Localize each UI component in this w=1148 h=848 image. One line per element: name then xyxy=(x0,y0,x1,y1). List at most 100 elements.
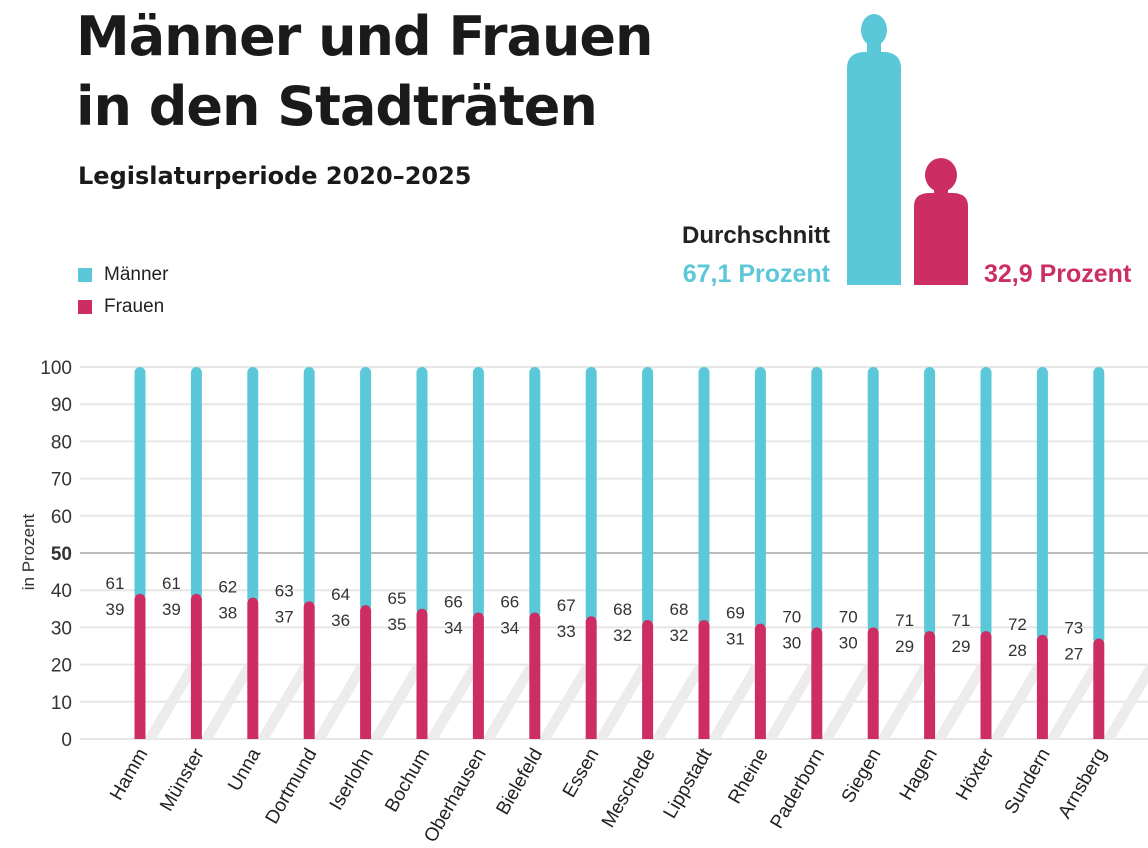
bar-women xyxy=(585,616,597,739)
data-label-women: 28 xyxy=(1008,641,1027,660)
bar-women xyxy=(303,601,315,739)
bar-women xyxy=(472,612,484,739)
title-line-2: in den Stadträten xyxy=(76,75,598,138)
bar-men xyxy=(472,367,484,619)
data-label-men: 69 xyxy=(726,604,745,623)
data-label-men: 65 xyxy=(388,589,407,608)
data-label-women: 29 xyxy=(895,637,914,656)
x-tick-label: Rheine xyxy=(724,745,772,808)
x-tick-label: Münster xyxy=(156,744,209,815)
bar-shadow xyxy=(651,664,708,739)
bar-women xyxy=(529,612,541,739)
bar-shadow xyxy=(877,664,934,739)
x-tick-label: Essen xyxy=(559,745,604,801)
x-tick-label: Bochum xyxy=(381,745,434,816)
data-label-men: 64 xyxy=(331,585,350,604)
data-label-women: 30 xyxy=(839,633,858,652)
bar-men xyxy=(754,367,766,630)
x-tick-label: Bielefeld xyxy=(492,745,547,819)
bar-women xyxy=(360,605,372,739)
bar-men xyxy=(924,367,936,638)
bar-women xyxy=(1093,638,1105,739)
bar-shadow xyxy=(200,664,257,739)
data-label-women: 35 xyxy=(388,615,407,634)
x-tick-label: Unna xyxy=(224,745,265,795)
data-label-women: 39 xyxy=(162,600,181,619)
bar-shadow xyxy=(933,664,990,739)
data-label-men: 70 xyxy=(839,607,858,626)
x-tick-label: Lippstadt xyxy=(660,744,717,822)
data-label-women: 31 xyxy=(726,630,745,649)
bar-shadow xyxy=(538,664,595,739)
data-label-women: 30 xyxy=(782,633,801,652)
data-label-men: 68 xyxy=(613,600,632,619)
bar-shadow xyxy=(369,664,426,739)
bar-shadow xyxy=(708,664,764,739)
bar-women xyxy=(416,608,428,739)
legend-item-women: Frauen xyxy=(78,296,164,318)
bar-men xyxy=(698,367,710,626)
average-label: Durchschnitt xyxy=(681,222,830,249)
bar-men xyxy=(1036,367,1048,641)
data-label-women: 39 xyxy=(106,600,125,619)
bar-shadow xyxy=(820,664,877,739)
bar-women xyxy=(754,623,766,739)
bar-shadow xyxy=(426,664,482,739)
bar-women xyxy=(247,597,259,739)
data-label-women: 37 xyxy=(275,607,294,626)
bar-men xyxy=(416,367,428,615)
page-title: Männer und Frauen in den Stadträten xyxy=(76,2,653,142)
bar-men xyxy=(190,367,202,600)
bar-women xyxy=(924,631,936,739)
gender-silhouettes xyxy=(847,14,968,285)
bar-shadow xyxy=(990,664,1046,739)
bar-shadow xyxy=(313,664,370,739)
data-label-men: 71 xyxy=(952,611,971,630)
y-tick-label: 90 xyxy=(51,395,72,416)
x-tick-label: Siegen xyxy=(838,745,886,807)
x-tick-label: Paderborn xyxy=(767,745,830,832)
data-label-men: 67 xyxy=(557,596,576,615)
x-tick-label: Meschede xyxy=(598,745,660,831)
x-tick-label: Hamm xyxy=(106,745,152,804)
bar-shadow xyxy=(144,664,200,739)
x-tick-label: Hagen xyxy=(896,745,942,804)
data-label-men: 61 xyxy=(162,574,181,593)
bar-shadow xyxy=(1046,664,1103,739)
data-label-men: 73 xyxy=(1064,619,1083,638)
bar-shadow xyxy=(1102,664,1148,739)
bar-men xyxy=(585,367,597,623)
bar-women xyxy=(811,627,823,739)
bar-women xyxy=(1036,634,1048,739)
legend-swatch-men xyxy=(78,268,92,282)
y-tick-label: 20 xyxy=(51,656,72,677)
data-label-men: 66 xyxy=(500,593,519,612)
legend-swatch-women xyxy=(78,300,92,314)
average-women: 32,9 Prozent xyxy=(984,260,1132,288)
y-tick-label: 100 xyxy=(40,358,72,379)
data-label-men: 62 xyxy=(218,578,237,597)
data-label-women: 38 xyxy=(218,604,237,623)
y-tick-label: 80 xyxy=(51,432,72,453)
data-label-women: 27 xyxy=(1064,645,1083,664)
title-line-1: Männer und Frauen xyxy=(76,5,653,68)
legend-item-men: Männer xyxy=(78,264,168,286)
bar-men xyxy=(642,367,654,626)
data-label-men: 61 xyxy=(106,574,125,593)
data-label-men: 70 xyxy=(782,607,801,626)
bar-women xyxy=(134,593,146,739)
data-label-men: 72 xyxy=(1008,615,1027,634)
y-tick-label: 30 xyxy=(51,618,72,639)
data-label-women: 29 xyxy=(952,637,971,656)
legend-label-men: Männer xyxy=(104,264,169,285)
bar-shadow xyxy=(764,664,821,739)
bar-women xyxy=(642,619,654,739)
data-label-men: 63 xyxy=(275,581,294,600)
subtitle: Legislaturperiode 2020–2025 xyxy=(78,162,472,190)
bar-men xyxy=(303,367,315,608)
bar-men xyxy=(247,367,259,604)
bar-women xyxy=(980,631,992,739)
x-tick-label: Iserlohn xyxy=(326,745,378,814)
bar-women xyxy=(698,619,710,739)
